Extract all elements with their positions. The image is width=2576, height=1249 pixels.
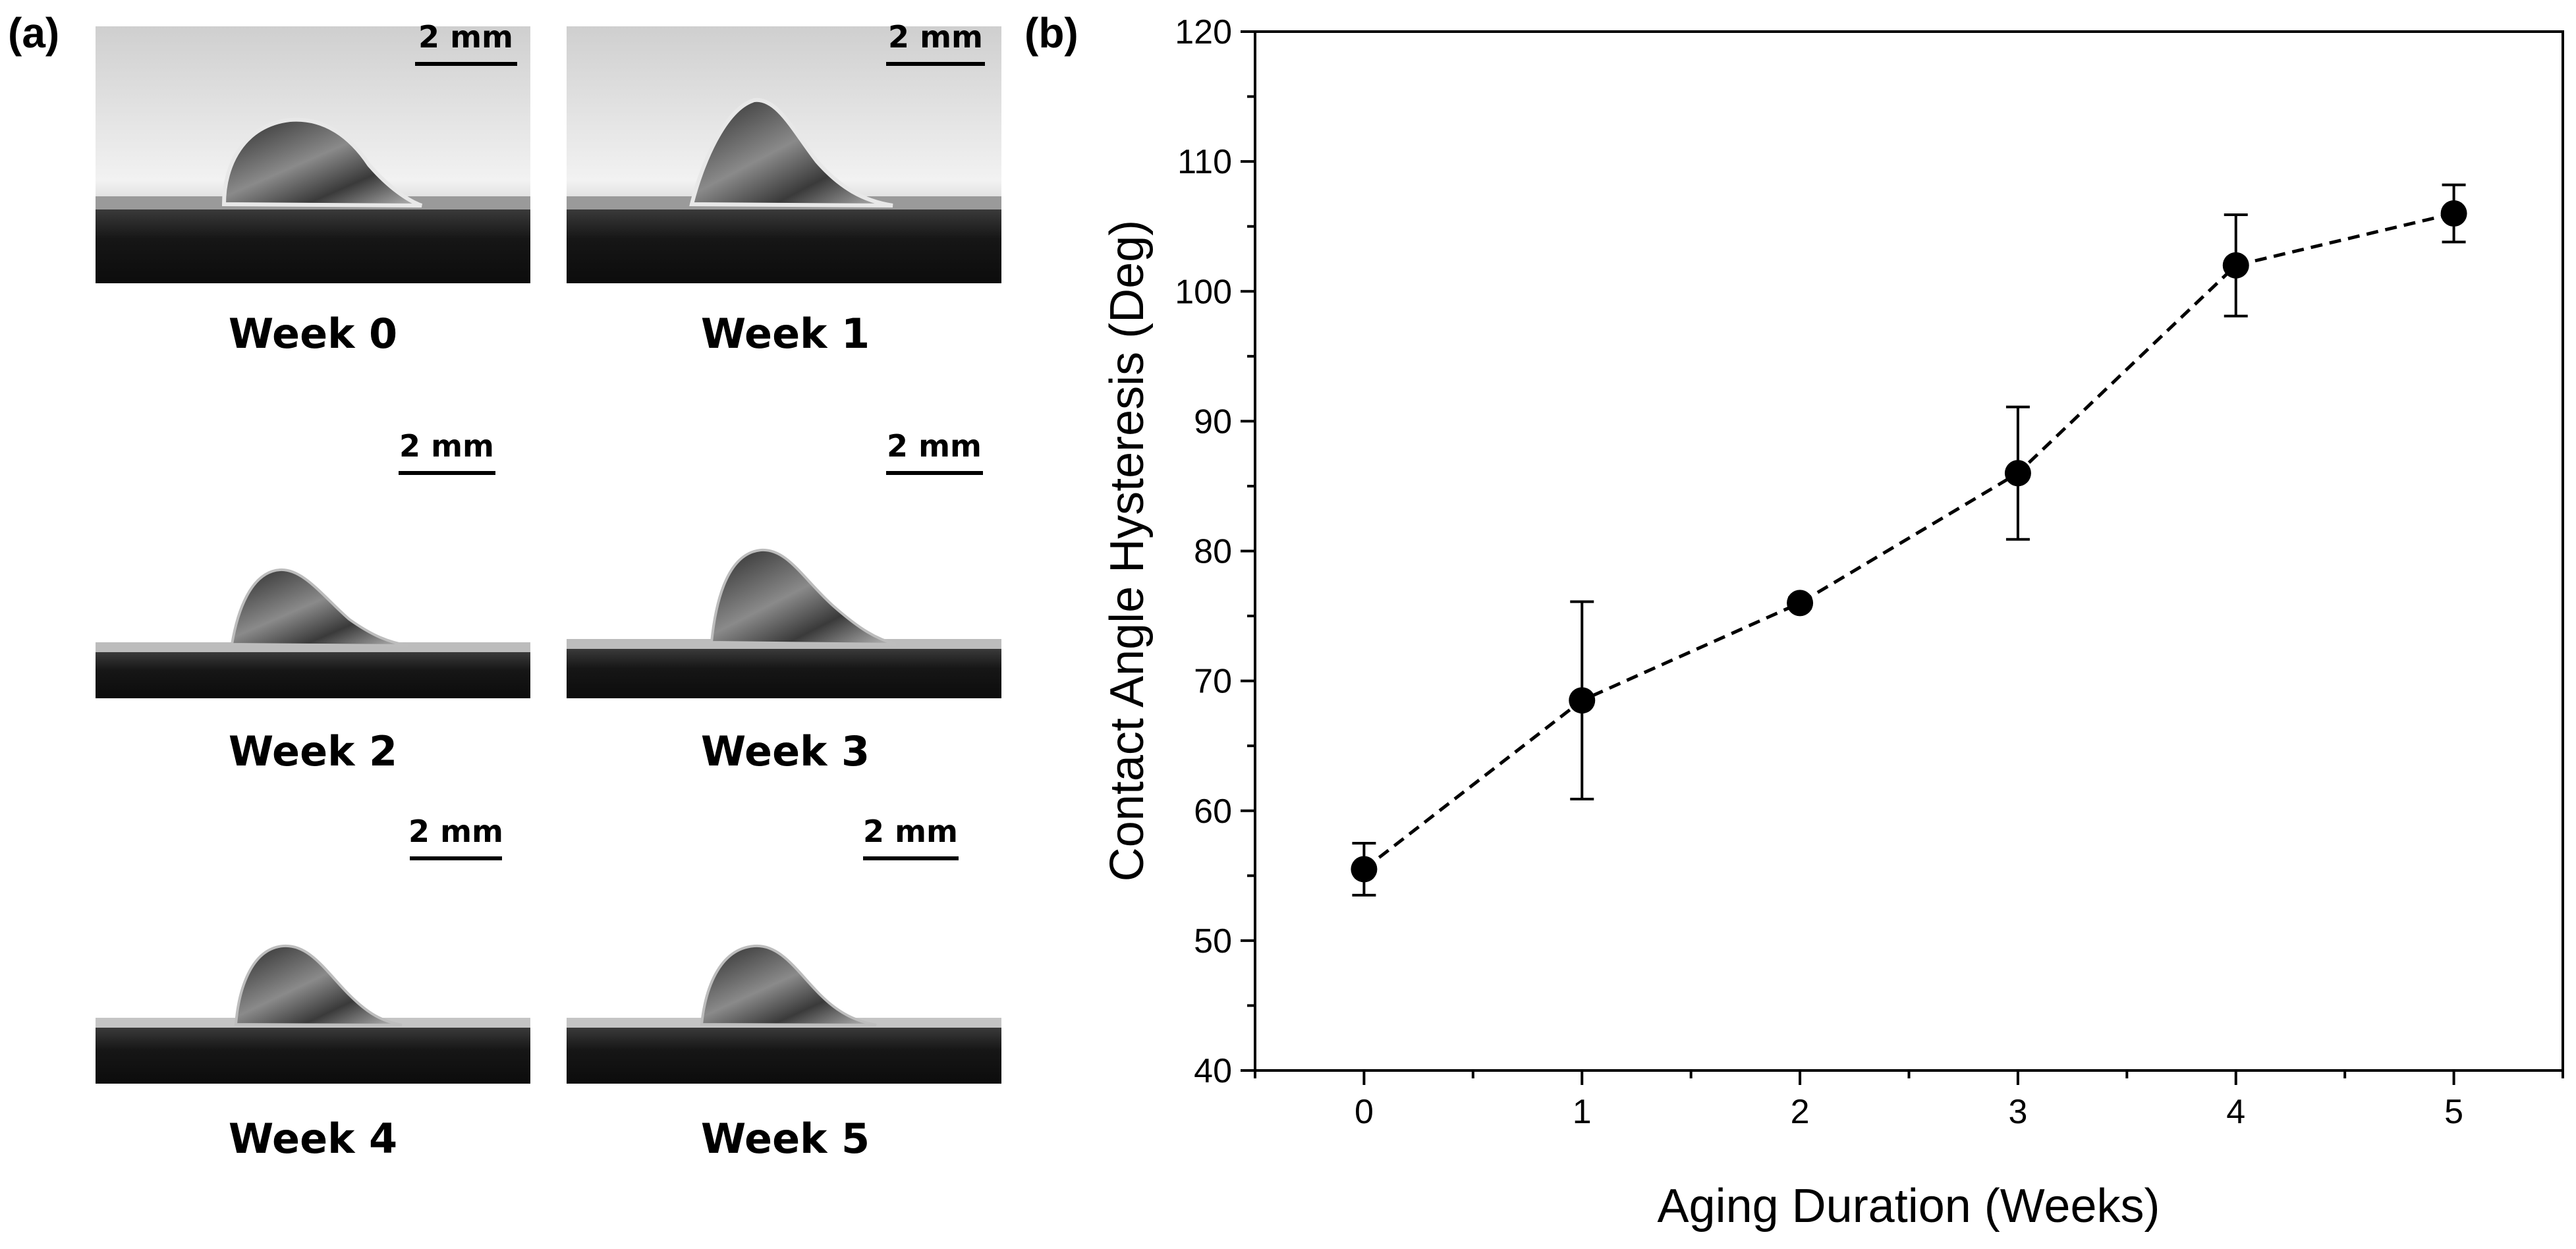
y-tick-label: 110	[1177, 143, 1232, 181]
x-tick-label: 0	[1355, 1093, 1374, 1131]
y-tick-label: 50	[1194, 922, 1232, 960]
panel-a-label: (a)	[8, 9, 59, 57]
series-line	[1362, 211, 2455, 871]
droplet-image-week-5	[567, 944, 1001, 1084]
y-tick-label: 80	[1194, 533, 1232, 571]
data-point	[2004, 460, 2031, 487]
droplet-image-week-1	[567, 26, 1001, 283]
scale-bar-label: 2 mm	[863, 814, 958, 849]
y-tick-label: 90	[1194, 402, 1232, 441]
data-points	[1351, 200, 2467, 883]
week-label: Week 3	[701, 727, 870, 775]
week-label: Week 5	[701, 1115, 870, 1163]
data-point	[2440, 200, 2467, 227]
week-label: Week 2	[229, 727, 397, 775]
x-tick-label: 3	[2008, 1093, 2027, 1131]
droplet-image-week-0	[96, 26, 530, 283]
week-label: Week 1	[701, 310, 870, 358]
error-bars	[1352, 183, 2466, 897]
x-axis-title: Aging Duration (Weeks)	[1658, 1180, 2160, 1233]
scale-bar-label: 2 mm	[418, 19, 513, 55]
plot-frame	[1254, 30, 2564, 1072]
y-axis-ticks: 40 50 60 70 80 90 100 110 120	[1175, 13, 1255, 1090]
data-point	[1787, 590, 1814, 617]
scale-bar-label: 2 mm	[888, 19, 983, 55]
x-tick-label: 4	[2226, 1093, 2245, 1131]
x-tick-label: 5	[2444, 1093, 2463, 1131]
y-tick-label: 40	[1194, 1052, 1232, 1090]
x-tick-label: 2	[1791, 1093, 1810, 1131]
y-tick-label: 100	[1175, 273, 1232, 311]
y-tick-label: 120	[1175, 13, 1232, 51]
droplet-image-week-3	[567, 548, 1001, 698]
x-axis-ticks: 0 1 2 3 4 5	[1254, 1070, 2564, 1131]
y-tick-label: 70	[1194, 663, 1232, 701]
droplet-image-week-2	[96, 568, 530, 698]
data-point	[1569, 687, 1596, 714]
scale-bar-label: 2 mm	[399, 428, 494, 464]
x-tick-label: 1	[1573, 1093, 1592, 1131]
y-tick-label: 60	[1194, 792, 1232, 831]
droplet-image-week-4	[96, 944, 530, 1084]
week-label: Week 4	[229, 1115, 397, 1163]
scale-bar-label: 2 mm	[408, 814, 503, 849]
week-label: Week 0	[229, 310, 397, 358]
scale-bar-label: 2 mm	[887, 428, 982, 464]
y-axis-title: Contact Angle Hysteresis (Deg)	[1101, 220, 1154, 881]
data-point	[2222, 252, 2249, 279]
data-point	[1351, 856, 1378, 883]
hysteresis-chart: 40 50 60 70 80 90 100 110 120 0 1 2 3 4 5 Aging Durat…	[1101, 13, 2564, 1233]
panel-b-label: (b)	[1024, 9, 1078, 57]
